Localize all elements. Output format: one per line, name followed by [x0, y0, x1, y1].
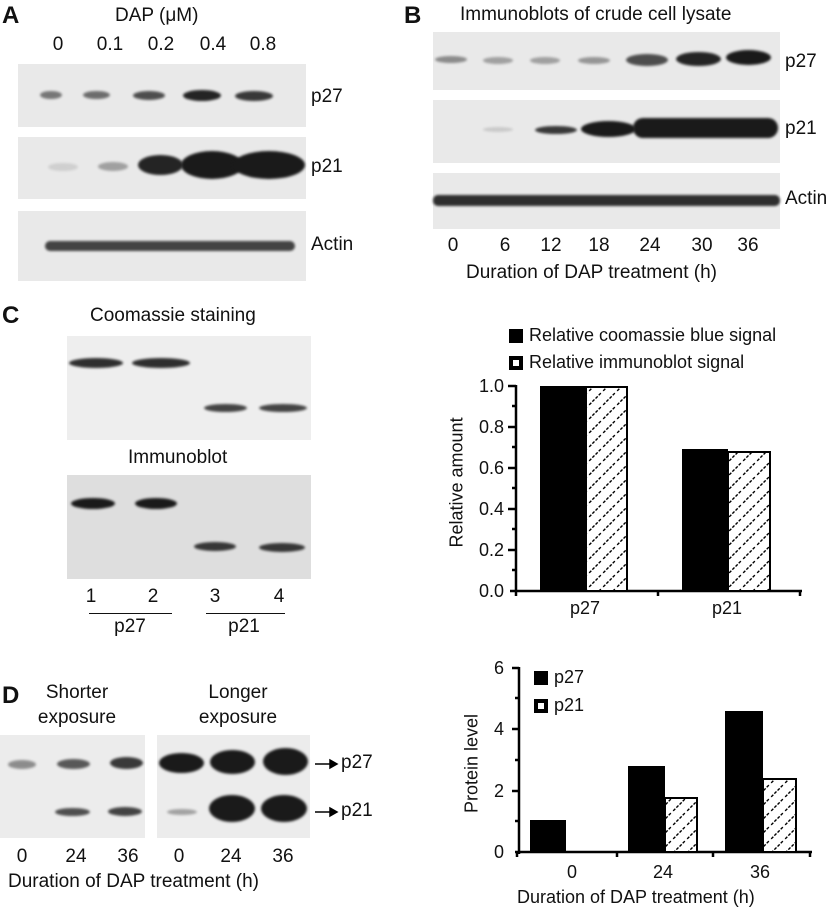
- panel-b-lane-labels: 0 6 12 18 24 30 36: [433, 235, 783, 261]
- lane-label: 0.2: [147, 34, 175, 55]
- group-label: p27: [114, 616, 146, 637]
- bar-36h-p21: [762, 778, 797, 853]
- bar-p27-immunoblot: [585, 386, 628, 592]
- panel-d-xlabel: Duration of DAP treatment (h): [8, 871, 259, 892]
- row-label-p21: p21: [311, 156, 343, 177]
- panel-a-lane-labels: 0 0.1 0.2 0.4 0.8: [18, 34, 308, 62]
- lane-label: 36: [737, 235, 759, 256]
- lane-label: 3: [209, 586, 221, 607]
- bar-p21-immunoblot: [727, 451, 771, 592]
- blot-a-p27: [18, 64, 306, 127]
- blot-b-p21: [433, 100, 780, 163]
- row-label-p27: p27: [311, 86, 343, 107]
- longer-title-1: Longer: [208, 682, 268, 703]
- ytick: 0.6: [478, 458, 504, 478]
- legend-swatch-coomassie: [509, 329, 523, 343]
- coomassie-gel: [67, 336, 311, 440]
- lane-label: 24: [220, 846, 242, 867]
- lane-label: 36: [117, 846, 139, 867]
- coomassie-title: Coomassie staining: [90, 305, 256, 326]
- lane-label: 0: [447, 235, 459, 256]
- group-bracket-p27: [89, 613, 172, 614]
- legend-swatch-d-p27: [534, 671, 548, 685]
- chart-d-xlabel: Duration of DAP treatment (h): [517, 887, 755, 907]
- ytick: 0.8: [478, 417, 504, 437]
- lane-label: 1: [85, 586, 97, 607]
- panel-c-label: C: [2, 302, 20, 329]
- lane-label: 36: [272, 846, 294, 867]
- lane-label: 24: [65, 846, 87, 867]
- lane-label: 12: [540, 235, 562, 256]
- lane-label: 4: [273, 586, 285, 607]
- blot-a-p21: [18, 137, 306, 199]
- blot-a-actin: [18, 211, 306, 281]
- bar-p21-coomassie: [682, 449, 728, 591]
- shorter-title-2: exposure: [37, 707, 117, 728]
- lane-label: 24: [639, 235, 661, 256]
- ytick: 1.0: [478, 376, 504, 396]
- shorter-title-1: Shorter: [45, 682, 109, 703]
- group-label: p21: [228, 616, 260, 637]
- lane-label: 0: [16, 846, 28, 867]
- lane-label: 0.1: [96, 34, 124, 55]
- lane-label: 0: [173, 846, 185, 867]
- panel-b-title: Immunoblots of crude cell lysate: [460, 4, 732, 25]
- row-label-actin: Actin: [311, 234, 354, 255]
- legend-label-d-p21: p21: [554, 695, 585, 715]
- lane-label: 18: [588, 235, 610, 256]
- panel-b-xlabel: Duration of DAP treatment (h): [466, 262, 717, 283]
- ytick: 0: [493, 842, 504, 862]
- panel-c-lane-labels: 1 2 3 4 p27 p21: [67, 586, 327, 637]
- ytick: 0.0: [478, 581, 504, 601]
- lane-label: 0.8: [249, 34, 277, 55]
- panel-a-label: A: [2, 2, 20, 29]
- chart-d-xtick-36: 36: [749, 862, 771, 882]
- bar-0h-p27: [530, 820, 566, 852]
- panel-a-title: DAP (μM): [115, 5, 199, 26]
- chart-d-ylabel: Protein level: [461, 713, 482, 814]
- legend-label-coomassie: Relative coomassie blue signal: [529, 325, 777, 345]
- row-label-d-p21: p21: [341, 800, 373, 821]
- ytick: 0.4: [478, 499, 504, 519]
- blot-d-shorter: [0, 735, 145, 838]
- chart-c-xtick-p21: p21: [711, 598, 743, 618]
- lane-label: 0: [52, 34, 64, 55]
- lane-label: 30: [691, 235, 713, 256]
- lane-label: 6: [499, 235, 511, 256]
- ytick: 4: [493, 719, 504, 739]
- bar-36h-p27: [725, 711, 763, 852]
- lane-label: 0.4: [199, 34, 227, 55]
- ytick: 6: [493, 658, 504, 678]
- ytick: 0.2: [478, 540, 504, 560]
- legend-label-immunoblot: Relative immunoblot signal: [529, 352, 745, 372]
- blot-b-actin: [433, 173, 780, 229]
- immunoblot-gel: [67, 475, 311, 579]
- blot-d-longer: [157, 735, 310, 838]
- row-label-b-actin: Actin: [785, 188, 828, 209]
- row-label-b-p27: p27: [785, 51, 817, 72]
- chart-c-ylabel: Relative amount: [446, 417, 467, 548]
- ytick: 2: [493, 781, 504, 801]
- chart-d-xtick-0: 0: [566, 862, 577, 882]
- legend-label-d-p27: p27: [554, 667, 585, 687]
- panel-d-lane-labels: 0 24 36 0 24 36: [0, 846, 310, 872]
- bar-24h-p27: [628, 766, 665, 852]
- lane-label: 2: [147, 586, 159, 607]
- blot-b-p27: [433, 32, 780, 90]
- group-bracket-p21: [206, 613, 285, 614]
- chart-d-xtick-24: 24: [652, 862, 674, 882]
- chart-c-xtick-p27: p27: [569, 598, 601, 618]
- row-label-d-p27: p27: [341, 752, 373, 773]
- immunoblot-title: Immunoblot: [128, 447, 228, 468]
- row-label-b-p21: p21: [785, 118, 817, 139]
- bar-24h-p21: [664, 797, 698, 853]
- panel-b-label: B: [404, 2, 422, 29]
- bar-p27-coomassie: [540, 386, 586, 591]
- panel-d-label: D: [2, 682, 20, 709]
- longer-title-2: exposure: [198, 707, 278, 728]
